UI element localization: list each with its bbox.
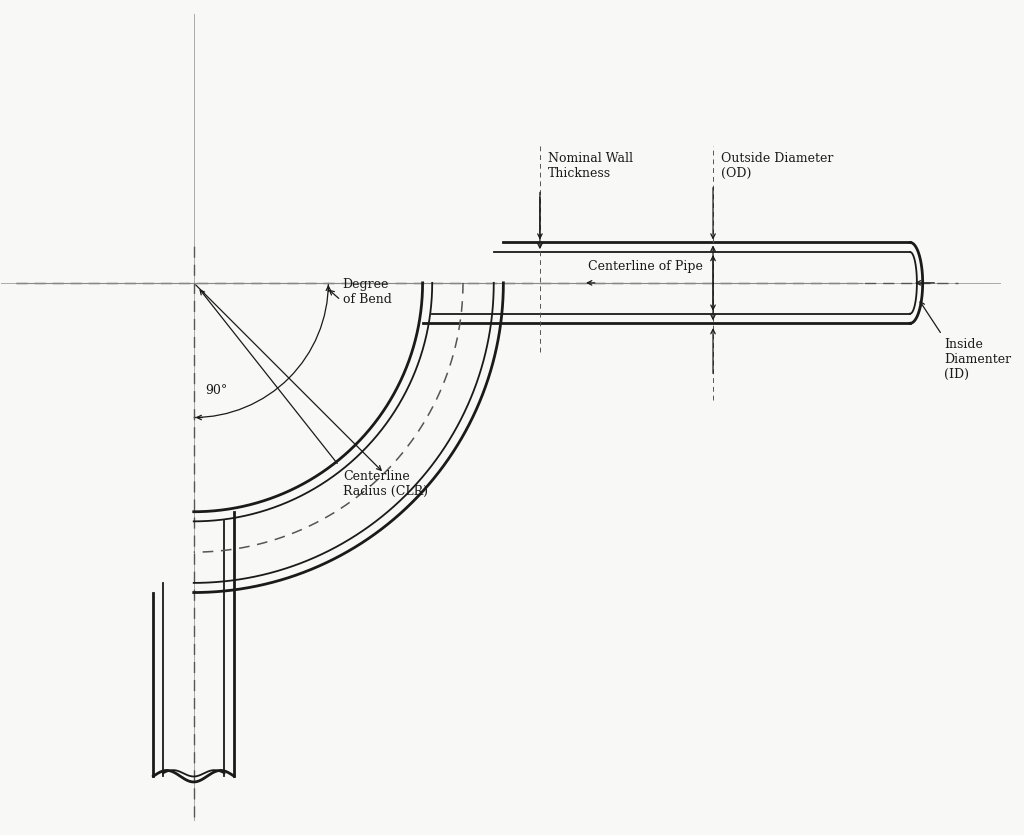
Text: Centerline
Radius (CLR): Centerline Radius (CLR) (343, 470, 428, 498)
Text: Nominal Wall
Thickness: Nominal Wall Thickness (548, 152, 633, 180)
Text: Inside
Diamenter
(ID): Inside Diamenter (ID) (944, 337, 1011, 381)
Text: Degree
of Bend: Degree of Bend (343, 279, 391, 306)
Text: 90°: 90° (205, 384, 227, 397)
Text: Centerline of Pipe: Centerline of Pipe (588, 261, 702, 273)
Text: Outside Diameter
(OD): Outside Diameter (OD) (721, 152, 834, 180)
